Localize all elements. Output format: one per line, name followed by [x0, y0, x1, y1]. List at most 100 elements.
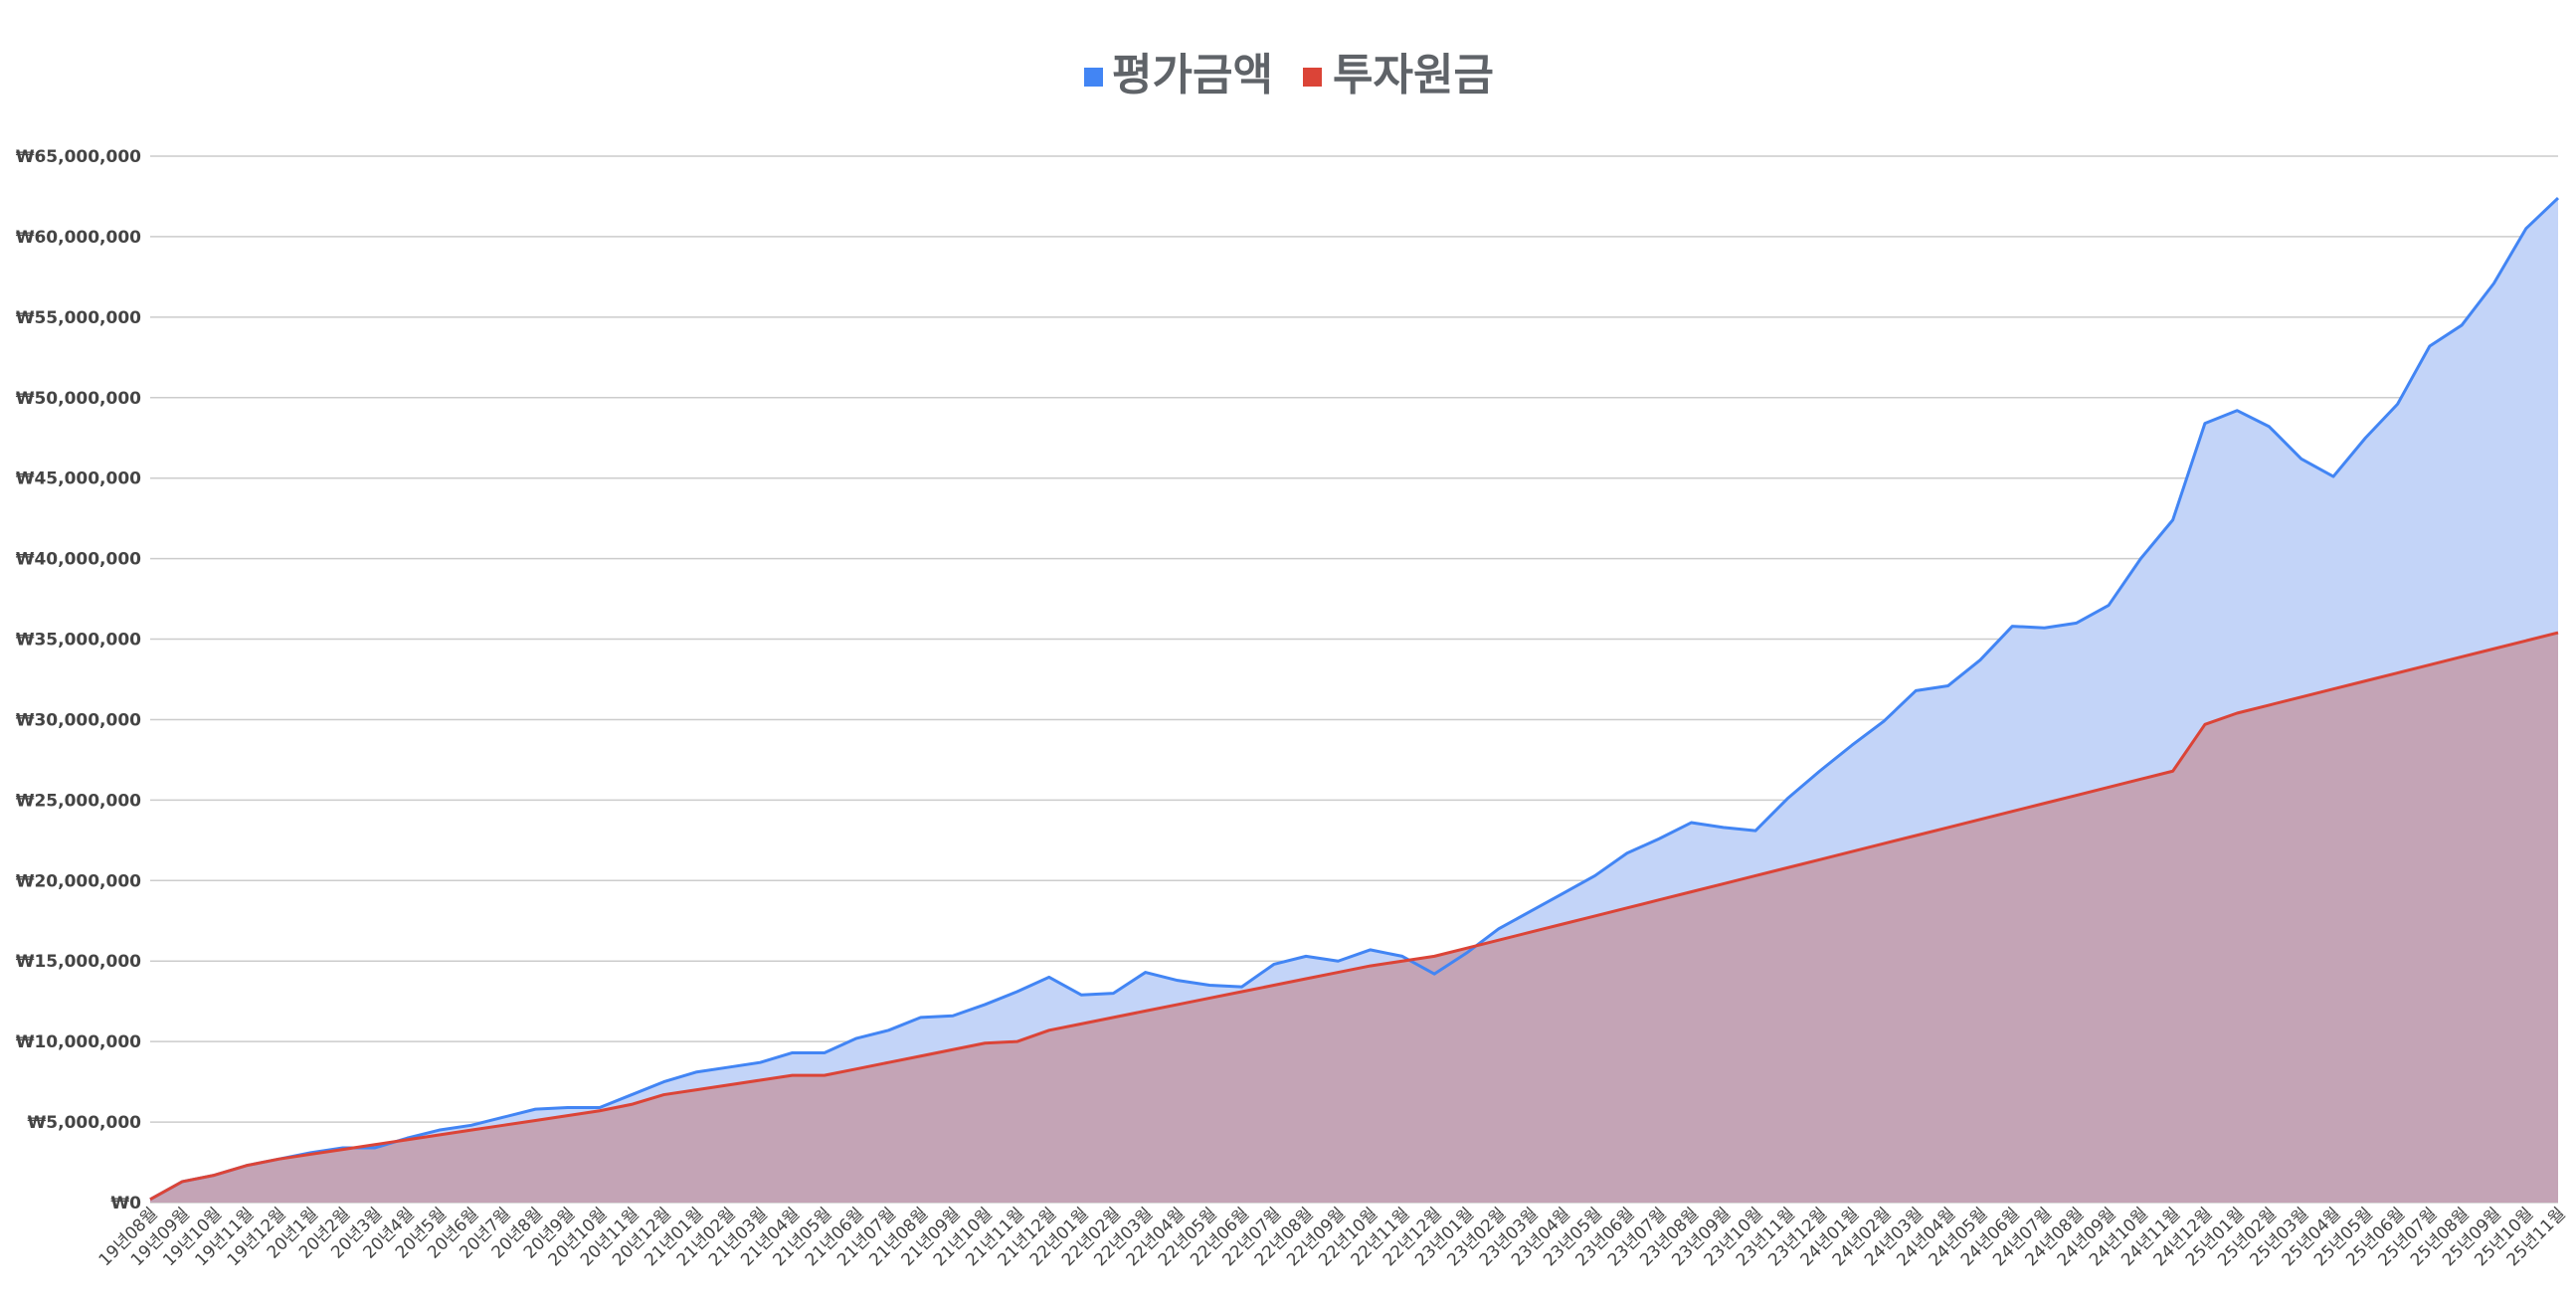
- series-line-0: [149, 196, 2560, 1202]
- data-point: [2075, 794, 2079, 798]
- data-point: [1914, 688, 1918, 692]
- y-tick-label: ₩35,000,000: [16, 631, 141, 651]
- data-point: [2524, 639, 2528, 643]
- data-point: [983, 1041, 987, 1045]
- data-point: [1432, 954, 1436, 958]
- data-point: [823, 1050, 827, 1054]
- data-point: [2010, 810, 2014, 814]
- data-point: [1207, 984, 1211, 988]
- data-point: [1850, 743, 1854, 747]
- data-point: [1689, 821, 1693, 825]
- y-tick-label: ₩55,000,000: [16, 308, 141, 328]
- data-point: [1015, 1039, 1019, 1043]
- data-point: [341, 1148, 345, 1152]
- data-point: [1914, 834, 1918, 838]
- data-point: [1850, 849, 1854, 853]
- data-point: [1240, 985, 1244, 989]
- y-tick-label: ₩0: [110, 1194, 141, 1213]
- data-point: [1689, 890, 1693, 894]
- data-point: [758, 1078, 762, 1082]
- data-point: [1529, 930, 1533, 934]
- data-point: [2524, 227, 2528, 231]
- series-line-1: [149, 631, 2559, 1202]
- data-point: [1753, 873, 1757, 877]
- data-point: [2043, 626, 2047, 630]
- y-tick-label: ₩30,000,000: [16, 710, 141, 730]
- data-point: [1497, 938, 1501, 942]
- data-point: [2428, 344, 2432, 348]
- data-point: [2491, 647, 2495, 651]
- y-tick-label: ₩10,000,000: [16, 1032, 141, 1052]
- series-area-1: [150, 633, 2558, 1203]
- data-point: [501, 1115, 505, 1119]
- data-point: [630, 1093, 634, 1097]
- data-point: [2556, 196, 2560, 200]
- y-tick-label: ₩45,000,000: [16, 469, 141, 489]
- data-point: [1978, 658, 1982, 662]
- data-point: [213, 1173, 217, 1177]
- y-axis: ₩0 ₩5,000,000 ₩10,000,000 ₩15,000,000 ₩20,00…: [16, 147, 141, 1213]
- data-point: [1946, 683, 1950, 687]
- legend-label-평가금액: 평가금액: [1112, 50, 1273, 100]
- data-point: [2331, 474, 2335, 478]
- data-point: [1561, 922, 1564, 926]
- data-point: [951, 1047, 955, 1051]
- data-point: [1240, 990, 1244, 994]
- legend-swatch-투자원금: [1303, 68, 1322, 87]
- data-point: [1079, 993, 1083, 997]
- data-point: [2203, 722, 2207, 726]
- data-point: [2171, 518, 2175, 522]
- data-point: [726, 1083, 730, 1087]
- y-tick-label: ₩25,000,000: [16, 791, 141, 811]
- data-point: [2010, 625, 2014, 629]
- data-point: [2107, 604, 2111, 608]
- data-point: [1657, 837, 1661, 840]
- y-tick-label: ₩60,000,000: [16, 228, 141, 248]
- data-point: [1593, 873, 1597, 877]
- data-point: [791, 1050, 795, 1054]
- series-areas: [150, 198, 2558, 1203]
- data-point: [919, 1054, 923, 1058]
- data-point: [1882, 841, 1886, 845]
- data-point: [2075, 621, 2079, 625]
- data-point: [823, 1073, 827, 1077]
- data-point: [2138, 557, 2142, 561]
- data-point: [694, 1088, 698, 1092]
- data-point: [373, 1143, 377, 1147]
- data-point: [1369, 964, 1373, 968]
- data-point: [1785, 797, 1789, 801]
- data-point: [598, 1109, 602, 1113]
- data-point: [854, 1036, 858, 1040]
- data-point: [1176, 979, 1180, 983]
- data-point: [1304, 954, 1308, 958]
- data-point: [438, 1128, 442, 1132]
- data-point: [1978, 818, 1982, 822]
- y-tick-label: ₩40,000,000: [16, 550, 141, 570]
- data-point: [1304, 977, 1308, 981]
- data-point: [2396, 402, 2400, 406]
- data-point: [1818, 769, 1822, 773]
- data-point: [661, 1093, 665, 1097]
- data-point: [1015, 990, 1019, 994]
- data-point: [2043, 802, 2047, 806]
- data-point: [630, 1102, 634, 1106]
- data-point: [661, 1080, 665, 1084]
- data-point: [2363, 679, 2367, 683]
- data-point: [886, 1060, 890, 1064]
- data-point: [2300, 457, 2303, 461]
- data-point: [469, 1128, 473, 1132]
- data-point: [2203, 422, 2207, 426]
- data-point: [566, 1114, 570, 1118]
- data-point: [1882, 719, 1886, 723]
- data-point: [1529, 909, 1533, 913]
- data-point: [1785, 865, 1789, 869]
- data-point: [791, 1073, 795, 1077]
- x-axis: 19년08월19년09월19년10월19년11월19년12월20년1월20년2월…: [95, 1204, 2570, 1270]
- data-point: [1464, 946, 1468, 950]
- data-point: [919, 1016, 923, 1020]
- data-point: [1657, 898, 1661, 902]
- data-point: [2460, 654, 2464, 658]
- legend-label-투자원금: 투자원금: [1333, 50, 1494, 100]
- data-point: [758, 1060, 762, 1064]
- data-point: [2300, 695, 2303, 699]
